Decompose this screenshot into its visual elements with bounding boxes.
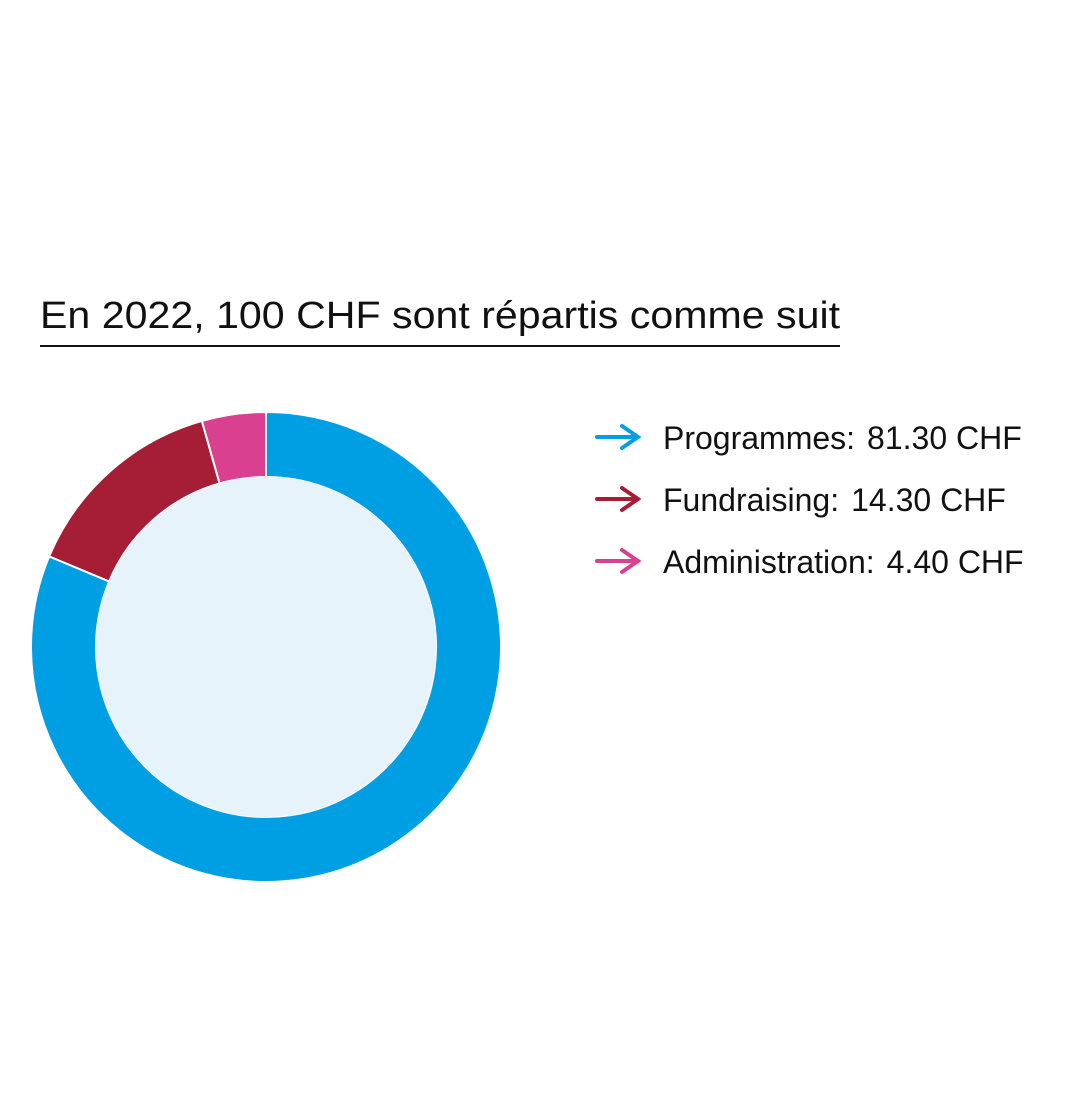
legend-category: Programmes: [663,420,855,456]
legend-value: 4.40 CHF [887,544,1024,580]
donut-hole [96,477,436,817]
legend-arrow [595,424,642,450]
chart-title: En 2022, 100 CHF sont répartis comme sui… [40,295,840,337]
donut-slice [30,410,502,883]
legend-value: 14.30 CHF [851,482,1006,518]
legend-value: 81.30 CHF [867,420,1022,456]
legend-arrow [595,548,642,574]
legend-label: Programmes: 81.30 CHF [663,420,1022,456]
legend-label: Fundraising: 14.30 CHF [663,482,1006,518]
legend-label: Administration: 4.40 CHF [663,544,1024,580]
donut [30,410,502,883]
legend-category: Administration: [663,544,875,580]
legend-arrow [595,486,642,512]
legend-category: Fundraising: [663,482,839,518]
legend: Programmes: 81.30 CHF Fundraising: 14.30 CH… [595,420,1024,580]
